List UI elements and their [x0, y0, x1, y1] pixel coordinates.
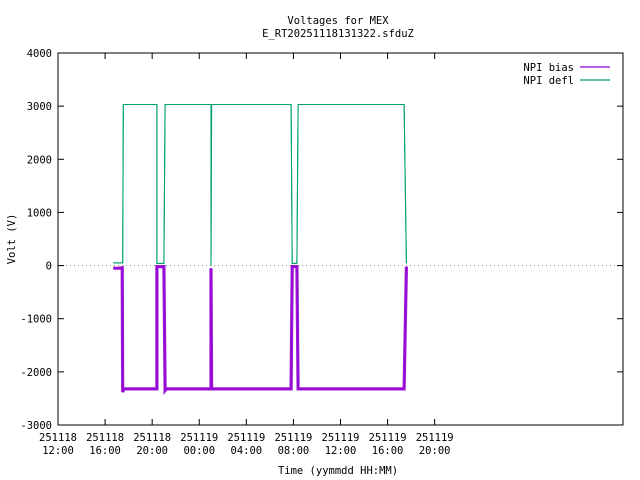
x-tick-label-date: 251119 [369, 432, 407, 444]
x-tick-label-time: 04:00 [231, 445, 263, 457]
series-line-1 [113, 266, 407, 393]
x-tick-label-time: 16:00 [89, 445, 121, 457]
x-tick-label-time: 20:00 [136, 445, 168, 457]
x-tick-label-time: 12:00 [42, 445, 74, 457]
x-tick-label-time: 16:00 [372, 445, 404, 457]
y-tick-label: 4000 [27, 48, 52, 60]
y-tick-label: 3000 [27, 101, 52, 113]
x-axis-label: Time (yymmdd HH:MM) [278, 465, 398, 477]
legend-label: NPI bias [523, 62, 574, 74]
x-tick-label-date: 251119 [274, 432, 312, 444]
y-tick-label: 2000 [27, 154, 52, 166]
x-tick-label-date: 251118 [133, 432, 171, 444]
x-tick-label-date: 251118 [39, 432, 77, 444]
y-tick-label: -1000 [20, 314, 52, 326]
x-tick-label-time: 20:00 [419, 445, 451, 457]
chart-title: Voltages for MEX [287, 15, 389, 27]
x-tick-label-time: 00:00 [183, 445, 215, 457]
chart-subtitle: E_RT20251118131322.sfduZ [262, 28, 414, 40]
y-axis-label: Volt (V) [6, 214, 18, 265]
x-tick-label-time: 12:00 [325, 445, 357, 457]
series-line-2 [113, 104, 407, 266]
x-tick-label-date: 251119 [180, 432, 218, 444]
y-tick-label: 0 [46, 261, 52, 273]
x-tick-label-date: 251118 [86, 432, 124, 444]
legend-label: NPI defl [523, 75, 574, 87]
plot-frame [57, 52, 624, 426]
x-tick-label-date: 251119 [322, 432, 360, 444]
y-tick-label: 1000 [27, 207, 52, 219]
y-tick-label: -2000 [20, 367, 52, 379]
x-tick-label-date: 251119 [227, 432, 265, 444]
x-tick-label-date: 251119 [416, 432, 454, 444]
x-tick-label-time: 08:00 [278, 445, 310, 457]
y-tick-label: -3000 [20, 420, 52, 432]
